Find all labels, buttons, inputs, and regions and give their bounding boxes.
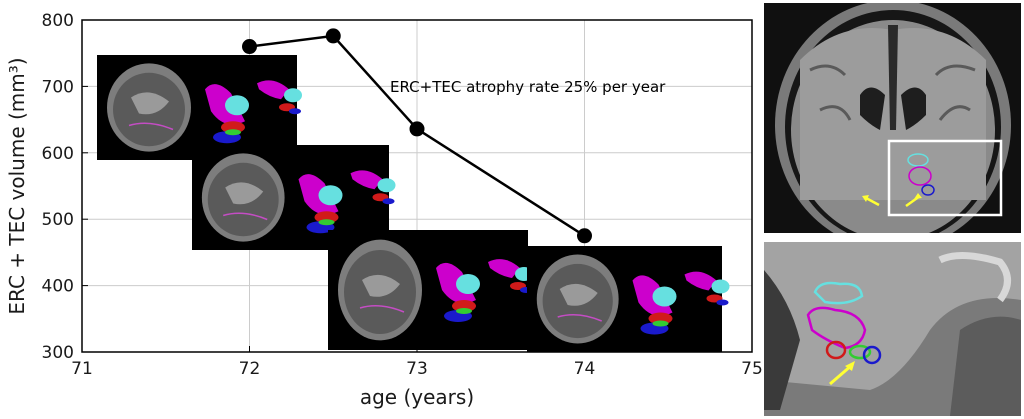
plot-frame bbox=[81, 19, 753, 353]
left-ventricle bbox=[860, 87, 885, 130]
x-axis-title: age (years) bbox=[360, 385, 474, 409]
zoomed-tec-outline bbox=[813, 281, 864, 305]
segmentation-green bbox=[225, 129, 241, 136]
segmentation-tec bbox=[318, 185, 343, 206]
data-point bbox=[577, 228, 592, 244]
mri-inset bbox=[328, 230, 533, 350]
zoomed-lower-region bbox=[950, 316, 1021, 416]
zoomed-erc-outline bbox=[806, 306, 867, 350]
y-tick-labels: 300 400 500 600 700 800 bbox=[42, 11, 74, 363]
zoomed-dark-region bbox=[764, 270, 800, 410]
series bbox=[242, 28, 592, 244]
sagittal-corpus-callosum bbox=[362, 274, 400, 297]
interhemispheric-fissure bbox=[888, 25, 898, 130]
segmentation-red bbox=[314, 211, 339, 224]
x-tick-label: 72 bbox=[239, 359, 261, 379]
right-ventricle bbox=[901, 87, 926, 130]
sagittal-roi-trace bbox=[359, 305, 405, 313]
sagittal-roi-trace bbox=[128, 122, 174, 131]
segmentation-green bbox=[652, 320, 669, 327]
data-point bbox=[242, 39, 257, 55]
coronal-mri-panel bbox=[764, 3, 1021, 233]
segmentation-blue-view2 bbox=[716, 299, 729, 306]
plot-area: ERC+TEC atrophy rate 25% per year bbox=[81, 19, 753, 353]
x-tick-labels: 71 72 73 74 75 bbox=[71, 359, 763, 379]
roi-tec-outline bbox=[907, 153, 929, 167]
y-axis-title: ERC + TEC volume (mm³) bbox=[5, 57, 29, 314]
zoomed-blue-outline bbox=[862, 345, 882, 365]
sagittal-roi-trace bbox=[557, 314, 602, 322]
zoomed-gyrus bbox=[938, 252, 1011, 303]
y-tick-label: 300 bbox=[42, 343, 74, 363]
sagittal-roi-trace bbox=[223, 212, 268, 221]
x-tick-label: 71 bbox=[71, 359, 93, 379]
segmentation-red bbox=[221, 121, 245, 134]
series-line bbox=[249, 34, 586, 237]
x-tick-label: 74 bbox=[574, 359, 596, 379]
segmentation-tec bbox=[456, 274, 480, 294]
segmentation-erc-view2 bbox=[350, 170, 383, 190]
y-tick-label: 600 bbox=[42, 144, 74, 164]
sagittal-corpus-callosum bbox=[559, 283, 598, 306]
data-point bbox=[409, 121, 425, 137]
segmentation-green bbox=[318, 219, 335, 226]
zoomed-green-outline bbox=[848, 344, 872, 360]
segmentation-tec bbox=[225, 95, 249, 116]
x-tick-label: 73 bbox=[406, 359, 428, 379]
yellow-arrow-left bbox=[865, 196, 880, 207]
x-tick-label: 75 bbox=[741, 359, 763, 379]
yellow-arrowhead-left bbox=[862, 195, 869, 202]
mri-inset bbox=[97, 55, 302, 160]
y-tick-label: 700 bbox=[42, 77, 74, 97]
segmentation-erc-view2 bbox=[684, 271, 717, 291]
sagittal-corpus-callosum bbox=[225, 182, 264, 205]
zoomed-mri-panel bbox=[764, 242, 1021, 416]
zoomed-yellow-arrowhead bbox=[845, 361, 855, 371]
segmentation-tec bbox=[652, 286, 677, 307]
data-point bbox=[325, 28, 341, 44]
y-tick-label: 800 bbox=[42, 11, 74, 31]
zoomed-red-outline bbox=[825, 340, 847, 360]
sagittal-corpus-callosum bbox=[131, 92, 169, 115]
roi-blue-outline bbox=[921, 184, 935, 196]
y-tick-label: 500 bbox=[42, 210, 74, 230]
mri-inset-images bbox=[97, 55, 730, 352]
segmentation-tec-view2 bbox=[711, 279, 730, 294]
mri-inset bbox=[527, 246, 730, 352]
sulci bbox=[809, 64, 976, 121]
segmentation-green bbox=[456, 308, 472, 314]
y-tick-label: 400 bbox=[42, 277, 74, 297]
segmentation-blue-view2 bbox=[289, 108, 301, 115]
segmentation-erc-view2 bbox=[257, 80, 289, 100]
yellow-arrowhead-right bbox=[914, 193, 922, 199]
atrophy-annotation: ERC+TEC atrophy rate 25% per year bbox=[390, 78, 666, 96]
roi-erc-outline bbox=[908, 166, 932, 186]
segmentation-red bbox=[452, 300, 476, 312]
segmentation-erc-view2 bbox=[488, 259, 520, 278]
segmentation-red bbox=[648, 312, 673, 325]
segmentation-tec-view2 bbox=[377, 178, 396, 193]
roi-box bbox=[887, 139, 1003, 217]
segmentation-blue-view2 bbox=[382, 198, 395, 205]
segmentation-tec-view2 bbox=[284, 88, 302, 103]
